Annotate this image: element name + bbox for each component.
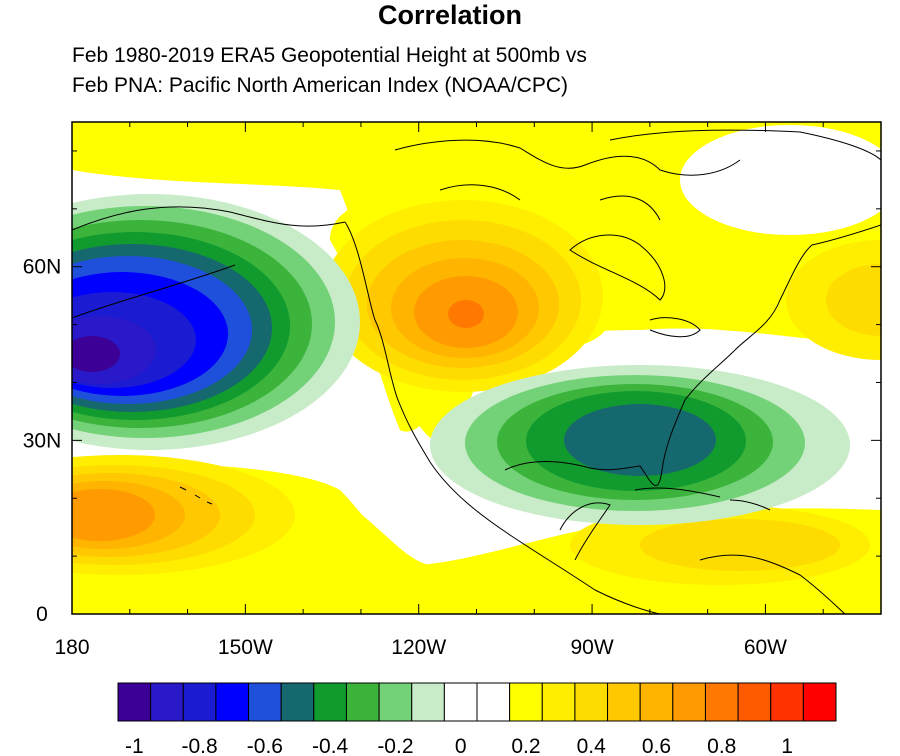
colorbar-swatch bbox=[541, 682, 576, 722]
colorbar-label: -0.6 bbox=[247, 735, 283, 756]
colorbar-swatch bbox=[280, 682, 315, 722]
colorbar-swatch bbox=[737, 682, 772, 722]
lon-tick-label: 180 bbox=[54, 636, 89, 659]
colorbar-label: -1 bbox=[125, 735, 144, 756]
greenland-coast bbox=[609, 129, 881, 161]
colorbar-label: -0.2 bbox=[377, 735, 413, 756]
subtitle-line-1: Feb 1980-2019 ERA5 Geopotential Height a… bbox=[72, 44, 587, 67]
colorbar-swatch bbox=[443, 682, 478, 722]
correlation-field bbox=[72, 122, 881, 614]
colorbar-swatch bbox=[476, 682, 511, 722]
colorbar-swatch bbox=[150, 682, 184, 722]
colorbar-label: 0.6 bbox=[642, 735, 671, 756]
colorbar-swatch bbox=[672, 682, 706, 722]
lat-tick-label: 60N bbox=[23, 256, 62, 279]
colorbar-swatch bbox=[770, 682, 804, 722]
colorbar-swatch bbox=[574, 682, 609, 722]
lat-tick-label: 0 bbox=[36, 603, 48, 626]
colorbar-swatch bbox=[313, 682, 347, 722]
arctic-archipelago bbox=[439, 184, 661, 221]
colorbar-label: 0.2 bbox=[511, 735, 540, 756]
colorbar-swatch bbox=[802, 682, 837, 722]
subtitle-line-2: Feb PNA: Pacific North American Index (N… bbox=[72, 74, 568, 97]
great-lakes bbox=[649, 317, 701, 338]
coastlines bbox=[72, 129, 881, 614]
colorbar-label: 0.4 bbox=[577, 735, 607, 756]
hispaniola bbox=[729, 499, 771, 511]
northeast-coast bbox=[734, 224, 881, 351]
colorbar-swatch bbox=[378, 682, 413, 722]
colorbar: -1 -0.8 -0.6 -0.4 -0.2 0 0.2 0.4 0.6 0.8 1 bbox=[117, 682, 837, 756]
colorbar-swatch bbox=[345, 682, 380, 722]
arctic-archipelago bbox=[394, 139, 741, 176]
gulf-of-mexico-coast bbox=[504, 349, 736, 486]
colorbar-swatch bbox=[509, 682, 543, 722]
longitude-axis: 180 150W 120W 90W 60W bbox=[54, 122, 882, 659]
lon-tick-label: 90W bbox=[570, 636, 613, 659]
colorbar-swatch bbox=[248, 682, 282, 722]
north-america-west-coast bbox=[344, 221, 661, 614]
colorbar-label: 0.8 bbox=[707, 735, 736, 756]
colorbar-swatch bbox=[704, 682, 739, 722]
colorbar-swatch bbox=[182, 682, 217, 722]
lon-tick-label: 150W bbox=[218, 636, 273, 659]
hawaii-islands bbox=[179, 486, 213, 505]
alaska-coast bbox=[72, 206, 346, 231]
chart-title: Correlation bbox=[377, 0, 523, 30]
yucatan-peninsula bbox=[559, 502, 611, 561]
colorbar-label: 1 bbox=[781, 735, 793, 756]
colorbar-label: -0.4 bbox=[312, 735, 349, 756]
latitude-axis: 0 30N 60N bbox=[23, 150, 881, 626]
lon-tick-label: 60W bbox=[744, 636, 787, 659]
cuba bbox=[634, 487, 721, 498]
lon-tick-label: 120W bbox=[391, 636, 446, 659]
colorbar-swatch bbox=[411, 682, 445, 722]
colorbar-swatch bbox=[639, 682, 674, 722]
colorbar-swatch bbox=[117, 682, 152, 722]
colorbar-label: -0.8 bbox=[181, 735, 217, 756]
lat-tick-label: 30N bbox=[23, 429, 62, 452]
south-america-coast bbox=[699, 554, 846, 614]
colorbar-swatch bbox=[215, 682, 250, 722]
aleutian-islands bbox=[72, 264, 236, 319]
hudson-bay bbox=[569, 234, 666, 301]
colorbar-label: 0 bbox=[455, 735, 467, 756]
colorbar-swatch bbox=[607, 682, 641, 722]
